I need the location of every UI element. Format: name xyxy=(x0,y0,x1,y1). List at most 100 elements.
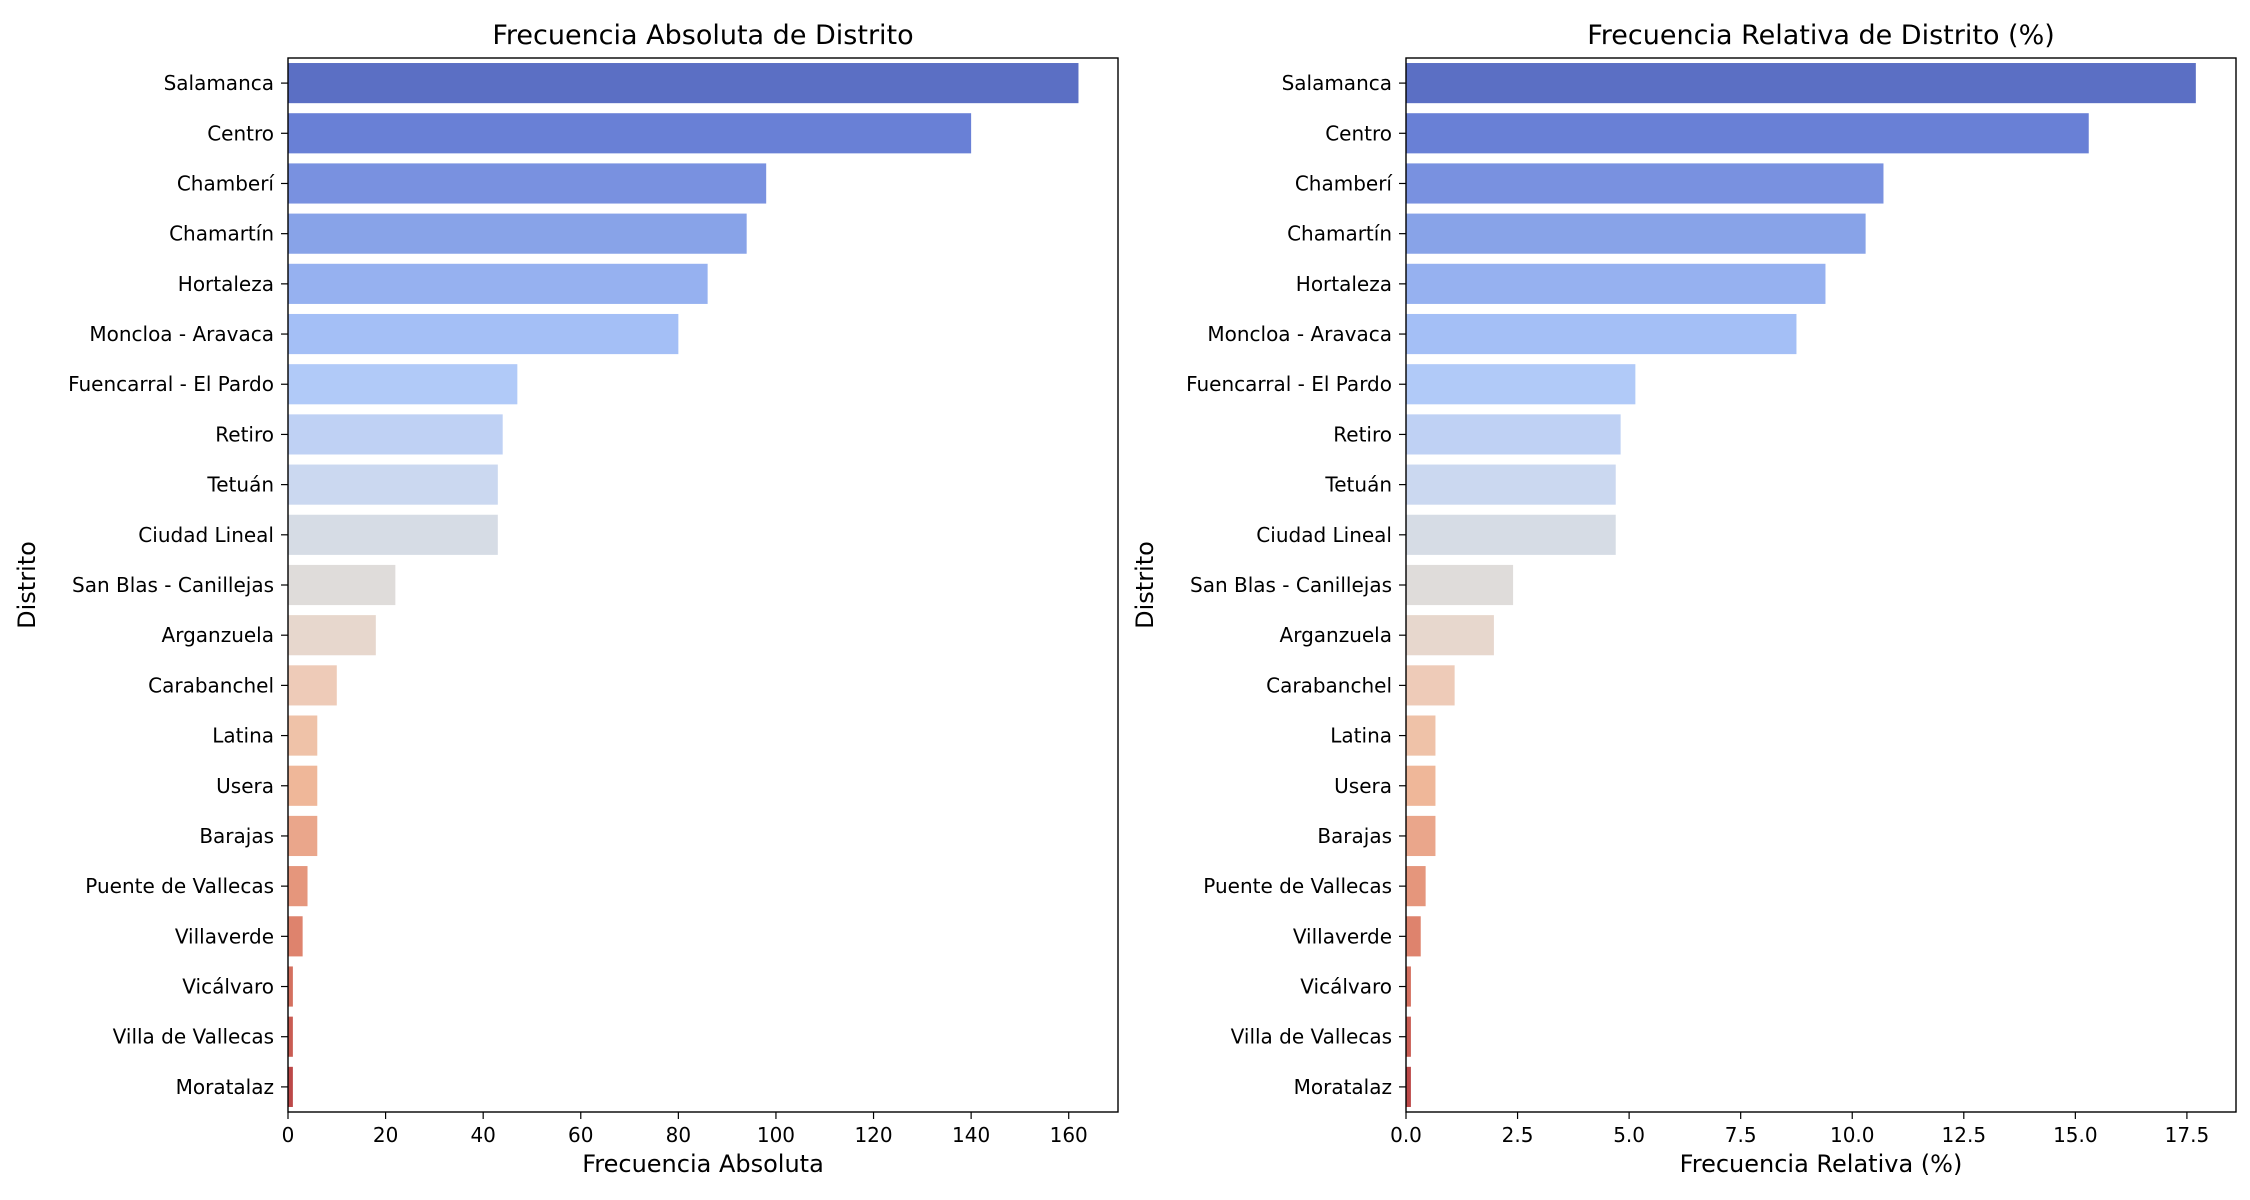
x-tick-label: 20 xyxy=(373,1123,398,1147)
x-tick-label: 0 xyxy=(282,1123,295,1147)
y-tick-label: Barajas xyxy=(199,824,274,848)
x-axis-label: Frecuencia Relativa (%) xyxy=(1680,1150,1963,1178)
x-tick-label: 2.5 xyxy=(1502,1123,1534,1147)
bar xyxy=(288,916,303,957)
y-tick-label: Usera xyxy=(216,774,274,798)
bar xyxy=(288,615,376,656)
y-tick-label: Fuencarral - El Pardo xyxy=(68,372,274,396)
bar xyxy=(1406,765,1436,806)
bar xyxy=(288,1066,293,1107)
x-tick-label: 10.0 xyxy=(1830,1123,1875,1147)
x-tick-label: 7.5 xyxy=(1725,1123,1757,1147)
y-tick-label: Latina xyxy=(1330,724,1392,748)
relative-frequency-chart: Salamanca Centro Chamberí Chamartín Hortalez… xyxy=(1131,20,2237,1178)
bar xyxy=(288,514,498,555)
bar xyxy=(1406,163,1884,204)
bar xyxy=(288,113,972,154)
y-tick-label: Villaverde xyxy=(175,924,274,948)
bar xyxy=(288,665,337,706)
bar xyxy=(1406,414,1621,455)
x-tick-label: 80 xyxy=(666,1123,691,1147)
y-axis-label: Distrito xyxy=(13,541,41,629)
bar xyxy=(288,1016,293,1057)
bar xyxy=(1406,966,1411,1007)
y-tick-label: Fuencarral - El Pardo xyxy=(1186,372,1392,396)
axes-frame xyxy=(1405,57,2237,1113)
bar xyxy=(1406,213,1866,254)
absolute-frequency-chart: Salamanca Centro Chamberí Chamartín Hortalez… xyxy=(13,20,1119,1178)
bar xyxy=(288,414,503,455)
bar xyxy=(1406,364,1636,405)
y-tick-label: Centro xyxy=(1325,121,1392,145)
axes-frame xyxy=(287,57,1119,1113)
y-tick-label: Moncloa - Aravaca xyxy=(1207,322,1392,346)
x-tick-label: 0.0 xyxy=(1390,1123,1422,1147)
y-tick-label: Hortaleza xyxy=(178,272,274,296)
bar xyxy=(288,364,518,405)
y-tick-label: Salamanca xyxy=(1282,71,1392,95)
y-tick-label: Moratalaz xyxy=(176,1075,274,1099)
bar xyxy=(1406,564,1514,606)
y-tick-label: Hortaleza xyxy=(1296,272,1392,296)
bar xyxy=(1406,615,1494,656)
x-tick-label: 140 xyxy=(952,1123,990,1147)
bar xyxy=(288,564,396,606)
y-tick-label: Latina xyxy=(212,724,274,748)
bar xyxy=(288,866,308,907)
bar xyxy=(288,765,318,806)
y-tick-label: Barajas xyxy=(1317,824,1392,848)
bar xyxy=(288,263,708,304)
bar xyxy=(1406,715,1436,756)
bar xyxy=(1406,464,1616,505)
bar xyxy=(288,63,1079,104)
y-tick-label: Chamberí xyxy=(177,171,276,195)
y-tick-label: Chamartín xyxy=(169,222,274,246)
y-tick-label: Villa de Vallecas xyxy=(1231,1025,1392,1049)
y-tick-label: Puente de Vallecas xyxy=(85,874,274,898)
bar xyxy=(288,213,747,254)
y-tick-label: Chamartín xyxy=(1287,222,1392,246)
bar xyxy=(1406,1016,1411,1057)
y-tick-label: Tetuán xyxy=(206,473,274,497)
x-tick-label: 100 xyxy=(757,1123,795,1147)
x-tick-label: 12.5 xyxy=(1942,1123,1987,1147)
y-tick-label: Moncloa - Aravaca xyxy=(89,322,274,346)
y-tick-label: Tetuán xyxy=(1324,473,1392,497)
bar xyxy=(288,163,767,204)
bar xyxy=(1406,63,2196,104)
bar xyxy=(1406,263,1826,304)
x-tick-label: 40 xyxy=(470,1123,495,1147)
x-tick-label: 160 xyxy=(1050,1123,1088,1147)
chart-title: Frecuencia Relativa de Distrito (%) xyxy=(1587,20,2055,51)
bar xyxy=(288,966,293,1007)
y-tick-label: Chamberí xyxy=(1295,171,1394,195)
y-tick-label: Centro xyxy=(207,121,274,145)
bar xyxy=(288,464,498,505)
bar xyxy=(288,715,318,756)
x-tick-label: 5.0 xyxy=(1613,1123,1645,1147)
x-tick-label: 120 xyxy=(854,1123,892,1147)
y-tick-label: San Blas - Canillejas xyxy=(72,573,274,597)
y-tick-label: Retiro xyxy=(1333,422,1392,446)
x-tick-label: 17.5 xyxy=(2165,1123,2210,1147)
bar xyxy=(288,815,318,857)
y-tick-label: Arganzuela xyxy=(1280,623,1392,647)
y-tick-label: Carabanchel xyxy=(148,673,274,697)
y-tick-label: Ciudad Lineal xyxy=(1256,523,1392,547)
chart-title: Frecuencia Absoluta de Distrito xyxy=(492,20,913,51)
x-axis-label: Frecuencia Absoluta xyxy=(582,1150,824,1178)
bar xyxy=(1406,815,1436,857)
y-axis-label: Distrito xyxy=(1131,541,1159,629)
y-tick-label: San Blas - Canillejas xyxy=(1190,573,1392,597)
x-tick-label: 15.0 xyxy=(2053,1123,2098,1147)
bar xyxy=(1406,514,1616,555)
y-tick-label: Villa de Vallecas xyxy=(113,1025,274,1049)
bar xyxy=(1406,113,2089,154)
y-tick-label: Arganzuela xyxy=(162,623,274,647)
y-tick-label: Carabanchel xyxy=(1266,673,1392,697)
y-tick-label: Salamanca xyxy=(164,71,274,95)
bar xyxy=(1406,916,1421,957)
y-tick-label: Retiro xyxy=(215,422,274,446)
bar xyxy=(1406,665,1455,706)
y-tick-label: Moratalaz xyxy=(1294,1075,1392,1099)
